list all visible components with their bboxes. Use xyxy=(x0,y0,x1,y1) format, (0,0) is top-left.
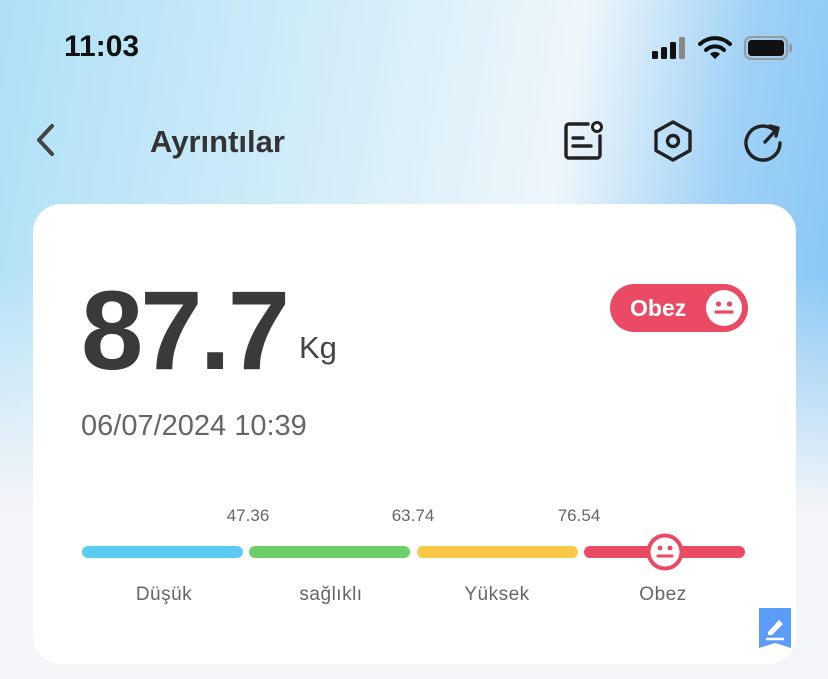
threshold-label: 47.36 xyxy=(226,506,270,525)
scale-segment-low xyxy=(82,546,243,558)
threshold-label: 76.54 xyxy=(557,506,601,525)
cellular-signal-icon xyxy=(652,37,685,59)
smiley-icon xyxy=(706,290,742,326)
weight-card: 87.7 Kg Obez 06/07/2024 10:39 47.36 63.7… xyxy=(33,204,796,664)
scale-segment-healthy xyxy=(249,546,410,558)
scale-label: Obez xyxy=(639,584,687,605)
status-time: 11:03 xyxy=(64,30,140,63)
page-title: Ayrıntılar xyxy=(150,124,285,159)
nav-bar: Ayrıntılar xyxy=(0,110,828,170)
scale-label: Düşük xyxy=(135,584,193,605)
settings-hex-icon[interactable] xyxy=(650,118,696,164)
report-icon[interactable] xyxy=(560,118,606,164)
status-badge-label: Obez xyxy=(630,294,687,321)
edit-icon[interactable] xyxy=(759,608,791,648)
battery-icon xyxy=(744,36,792,60)
status-badge: Obez xyxy=(610,284,748,332)
scale-marker-smiley-icon xyxy=(646,533,684,571)
weight-value: 87.7 xyxy=(81,268,290,393)
scale-segment-high xyxy=(417,546,578,558)
scale-label: sağlıklı xyxy=(299,584,363,605)
status-bar: 11:03 xyxy=(0,0,828,100)
weight-unit: Kg xyxy=(299,330,337,365)
wifi-icon xyxy=(698,36,732,59)
scale-label: Yüksek xyxy=(464,584,530,605)
back-arrow-icon[interactable] xyxy=(30,120,60,160)
threshold-label: 63.74 xyxy=(391,506,435,525)
measurement-datetime: 06/07/2024 10:39 xyxy=(81,410,307,442)
refresh-icon[interactable] xyxy=(740,118,786,164)
